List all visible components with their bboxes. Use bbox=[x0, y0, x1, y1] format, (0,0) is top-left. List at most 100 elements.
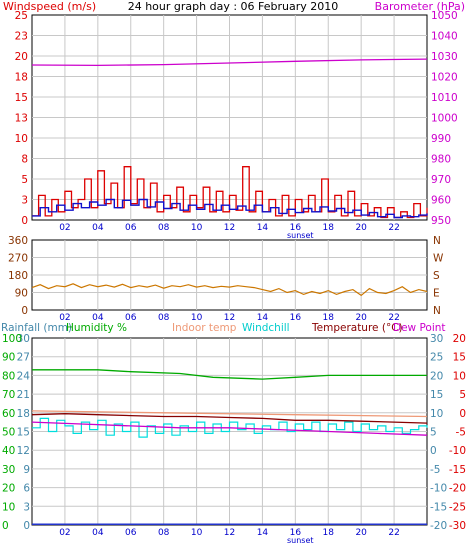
y-tick-right1: -5 bbox=[430, 464, 440, 476]
y-tick-right1: 25 bbox=[430, 352, 443, 364]
series-line bbox=[31, 58, 428, 67]
y-tick-label: 950 bbox=[431, 215, 451, 227]
y-tick-right2: 0 bbox=[459, 408, 466, 420]
y-tick-label: 1040 bbox=[431, 31, 458, 43]
y-tick-rain: 15 bbox=[17, 427, 30, 439]
x-tick-label: 20 bbox=[355, 313, 367, 323]
y-tick-right2: -20 bbox=[449, 483, 466, 495]
y-tick-right1: 20 bbox=[430, 370, 443, 382]
x-tick-label: 10 bbox=[191, 223, 203, 233]
series-line bbox=[31, 421, 428, 436]
x-tick-label: 20 bbox=[355, 528, 367, 538]
x-tick-label: 22 bbox=[388, 313, 399, 323]
y-tick-label: 13 bbox=[15, 113, 28, 125]
x-tick-label: 04 bbox=[92, 528, 104, 538]
y-tick-label: S bbox=[433, 270, 440, 282]
y-tick-label: 1050 bbox=[431, 10, 458, 22]
y-tick-humidity: 80 bbox=[2, 370, 15, 382]
y-tick-right1: 5 bbox=[430, 427, 437, 439]
legend-rainfall: Rainfall (mm) bbox=[1, 322, 72, 334]
y-tick-humidity: 40 bbox=[2, 445, 15, 457]
chart-title: 24 hour graph day : 06 February 2010 bbox=[128, 0, 339, 13]
y-tick-label: 990 bbox=[431, 133, 451, 145]
sunset-label: sunset bbox=[287, 536, 314, 545]
y-tick-rain: 6 bbox=[23, 483, 30, 495]
x-tick-label: 02 bbox=[59, 313, 70, 323]
x-tick-label: 20 bbox=[355, 223, 367, 233]
legend-humidity: Humidity % bbox=[66, 322, 127, 334]
y-tick-label: 23 bbox=[15, 31, 28, 43]
x-tick-label: 14 bbox=[257, 313, 269, 323]
y-tick-rain: 18 bbox=[17, 408, 30, 420]
x-tick-label: 06 bbox=[125, 528, 137, 538]
series-step bbox=[32, 166, 428, 219]
y-tick-label: 18 bbox=[15, 72, 28, 84]
series-line bbox=[31, 410, 428, 418]
series-line bbox=[32, 369, 427, 380]
y-tick-label: 0 bbox=[21, 215, 28, 227]
y-tick-right2: 20 bbox=[453, 333, 466, 345]
x-tick-label: 02 bbox=[59, 223, 70, 233]
x-tick-label: 10 bbox=[191, 313, 203, 323]
y-tick-right1: -15 bbox=[430, 501, 447, 513]
x-tick-label: 14 bbox=[257, 528, 269, 538]
chart-layers: 2523201815131085301050104010301020101010… bbox=[2, 10, 466, 545]
y-tick-label: 15 bbox=[15, 92, 28, 104]
y-tick-humidity: 30 bbox=[2, 464, 15, 476]
windspeed-title: Windspeed (m/s) bbox=[3, 0, 96, 13]
legend-dewpoint: Dew Point bbox=[393, 322, 446, 334]
y-tick-label: 20 bbox=[15, 51, 28, 63]
x-tick-label: 08 bbox=[158, 528, 170, 538]
y-tick-right2: -10 bbox=[449, 445, 466, 457]
x-tick-label: 08 bbox=[158, 223, 170, 233]
y-tick-rain: 27 bbox=[17, 352, 30, 364]
x-tick-label: 16 bbox=[290, 223, 302, 233]
x-tick-label: 04 bbox=[92, 313, 104, 323]
y-tick-humidity: 10 bbox=[2, 501, 15, 513]
y-tick-right1: -20 bbox=[430, 520, 447, 532]
y-tick-right1: 30 bbox=[430, 333, 443, 345]
y-tick-rain: 21 bbox=[17, 389, 30, 401]
series-step bbox=[32, 417, 428, 438]
y-tick-label: 980 bbox=[431, 154, 451, 166]
x-tick-label: 02 bbox=[59, 528, 70, 538]
y-tick-right1: 0 bbox=[430, 445, 437, 457]
y-tick-right2: 5 bbox=[459, 389, 466, 401]
y-tick-right2: -5 bbox=[456, 427, 466, 439]
y-tick-rain: 12 bbox=[17, 445, 30, 457]
y-tick-label: 1010 bbox=[431, 92, 458, 104]
series-line bbox=[31, 413, 428, 424]
y-tick-label: 3 bbox=[21, 195, 28, 207]
y-tick-right2: -15 bbox=[449, 464, 466, 476]
y-tick-label: 270 bbox=[8, 253, 28, 265]
x-tick-label: 10 bbox=[191, 528, 203, 538]
x-tick-label: 08 bbox=[158, 313, 170, 323]
x-tick-label: 04 bbox=[92, 223, 104, 233]
y-tick-label: 180 bbox=[8, 270, 28, 282]
y-tick-right2: -30 bbox=[449, 520, 466, 532]
y-tick-rain: 3 bbox=[23, 501, 30, 513]
series-step bbox=[32, 198, 428, 219]
y-tick-label: 1000 bbox=[431, 113, 458, 125]
y-tick-label: E bbox=[433, 288, 440, 300]
x-tick-label: 06 bbox=[125, 223, 137, 233]
x-tick-label: 22 bbox=[388, 223, 399, 233]
y-tick-label: N bbox=[433, 235, 441, 247]
x-tick-label: 16 bbox=[290, 528, 302, 538]
y-tick-label: 1020 bbox=[431, 72, 458, 84]
legend-indoor: Indoor temp bbox=[172, 322, 237, 334]
legend-windchill: Windchill bbox=[242, 322, 290, 334]
y-tick-humidity: 90 bbox=[2, 352, 15, 364]
y-tick-humidity: 70 bbox=[2, 389, 15, 401]
y-tick-label: 10 bbox=[15, 133, 28, 145]
y-tick-humidity: 60 bbox=[2, 408, 15, 420]
y-tick-label: 25 bbox=[15, 10, 28, 22]
x-tick-label: 18 bbox=[323, 313, 335, 323]
y-tick-rain: 9 bbox=[23, 464, 30, 476]
series-line bbox=[31, 283, 428, 297]
y-tick-label: 8 bbox=[21, 154, 28, 166]
x-tick-label: 18 bbox=[323, 528, 335, 538]
y-tick-right2: 15 bbox=[453, 352, 466, 364]
x-tick-label: 16 bbox=[290, 313, 302, 323]
